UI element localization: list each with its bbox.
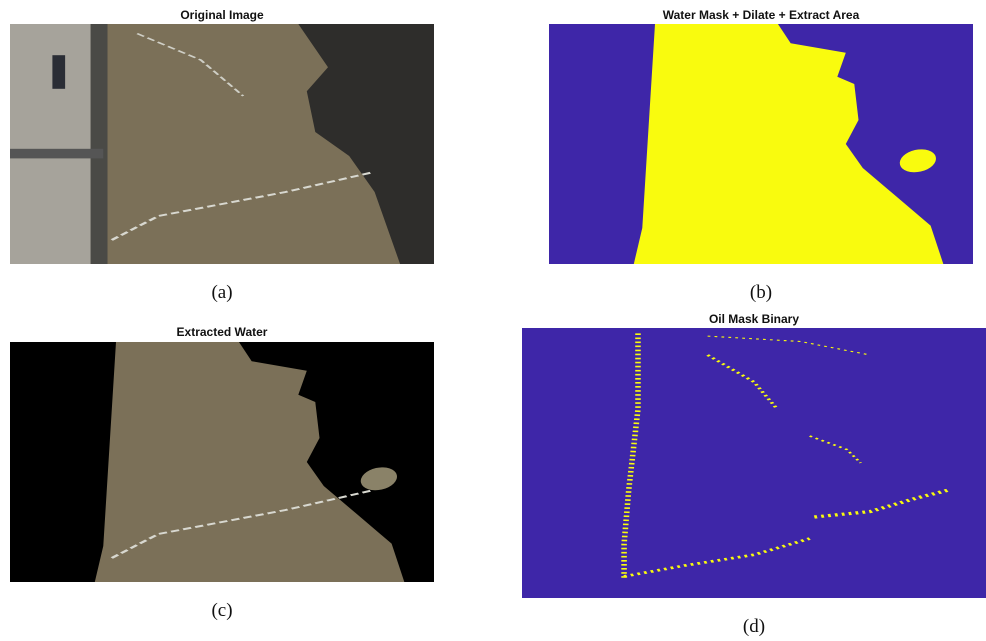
original-image [10, 24, 434, 264]
caption: (c) [10, 600, 434, 622]
panel-title: Water Mask + Dilate + Extract Area [549, 8, 973, 22]
caption: (b) [549, 282, 973, 304]
panel-title: Oil Mask Binary [522, 312, 986, 326]
pier-edge [91, 24, 108, 264]
water-mask [549, 24, 973, 264]
figure: Original Image (a) Water Mask + Dilate +… [0, 0, 986, 641]
panel-title: Original Image [10, 8, 434, 22]
caption: (a) [10, 282, 434, 304]
background [522, 328, 986, 598]
caption: (d) [522, 616, 986, 638]
extracted-water [10, 342, 434, 582]
car [52, 55, 65, 89]
rail [10, 149, 103, 159]
panel-title: Extracted Water [10, 325, 434, 339]
oil-mask [522, 328, 986, 598]
